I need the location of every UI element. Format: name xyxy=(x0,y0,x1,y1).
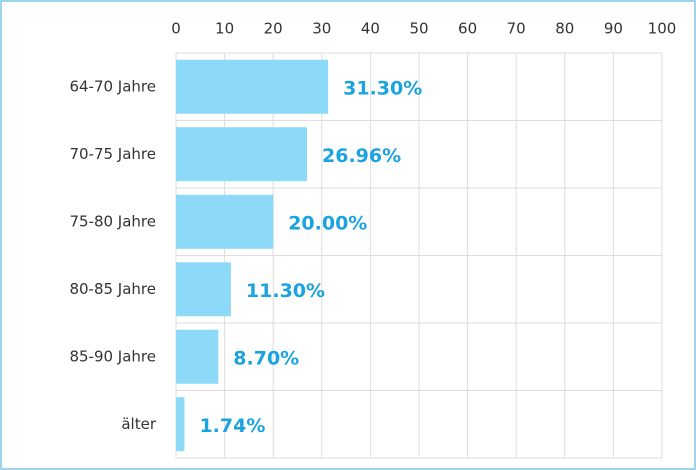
x-tick-label: 50 xyxy=(409,20,428,38)
x-tick-label: 20 xyxy=(264,20,283,38)
x-tick-label: 0 xyxy=(171,20,181,38)
x-tick-label: 100 xyxy=(648,20,677,38)
value-label: 26.96% xyxy=(322,145,401,167)
bar xyxy=(176,397,185,452)
value-label: 11.30% xyxy=(246,280,325,302)
bar xyxy=(176,59,329,114)
y-tick-label: älter xyxy=(121,415,156,433)
bar xyxy=(176,262,231,317)
bar xyxy=(176,329,219,384)
value-label: 8.70% xyxy=(233,347,299,369)
x-tick-label: 90 xyxy=(604,20,623,38)
x-tick-label: 70 xyxy=(507,20,526,38)
value-label: 1.74% xyxy=(199,415,265,437)
x-tick-label: 80 xyxy=(555,20,574,38)
y-tick-label: 64-70 Jahre xyxy=(69,77,156,95)
x-tick-label: 40 xyxy=(361,20,380,38)
x-tick-label: 30 xyxy=(312,20,331,38)
value-label: 31.30% xyxy=(343,77,422,99)
bar xyxy=(176,127,308,182)
y-tick-label: 80-85 Jahre xyxy=(69,280,156,298)
y-tick-label: 70-75 Jahre xyxy=(69,145,156,163)
x-tick-label: 10 xyxy=(215,20,234,38)
x-tick-label: 60 xyxy=(458,20,477,38)
y-tick-label: 85-90 Jahre xyxy=(69,347,156,365)
value-label: 20.00% xyxy=(288,212,367,234)
y-tick-label: 75-80 Jahre xyxy=(69,212,156,230)
bar xyxy=(176,194,274,249)
